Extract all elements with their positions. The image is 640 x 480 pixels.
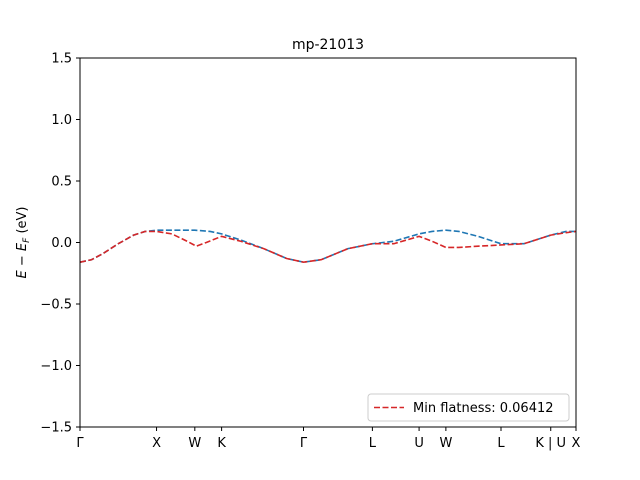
y-tick-label: 1.0 [51,113,72,128]
y-axis-label: E − EF (eV) [15,207,32,279]
x-tick-label: L [497,436,505,451]
x-tick-label: L [369,436,377,451]
plot-background [80,58,576,427]
x-tick-label: K | U [535,436,566,451]
y-tick-label: 0.0 [51,236,72,251]
x-tick-label: K [217,436,226,451]
y-axis: 1.5 1.0 0.5 0.0 −0.5 −1.0 −1.5 [40,52,80,436]
legend: Min flatness: 0.06412 [367,393,570,422]
y-tick-label: −1.0 [40,359,72,374]
y-tick-label: 0.5 [51,175,72,190]
x-tick-label: W [439,436,452,451]
y-tick-label: 1.5 [51,52,72,67]
y-tick-label: −1.5 [40,421,72,436]
series-layer [79,229,577,263]
x-tick-label: W [188,436,201,451]
x-tick-label: X [152,436,161,451]
legend-box [367,393,570,422]
chart-title: mp-21013 [292,37,364,53]
x-tick-label: Γ [76,436,84,451]
y-tick-label: −0.5 [40,298,72,313]
x-tick-label: Γ [300,436,308,451]
series-line-1 [79,230,577,263]
plot-area [79,57,577,428]
x-tick-label: U [414,436,424,451]
x-tick-label: X [572,436,581,451]
legend-label: Min flatness: 0.06412 [413,401,554,416]
